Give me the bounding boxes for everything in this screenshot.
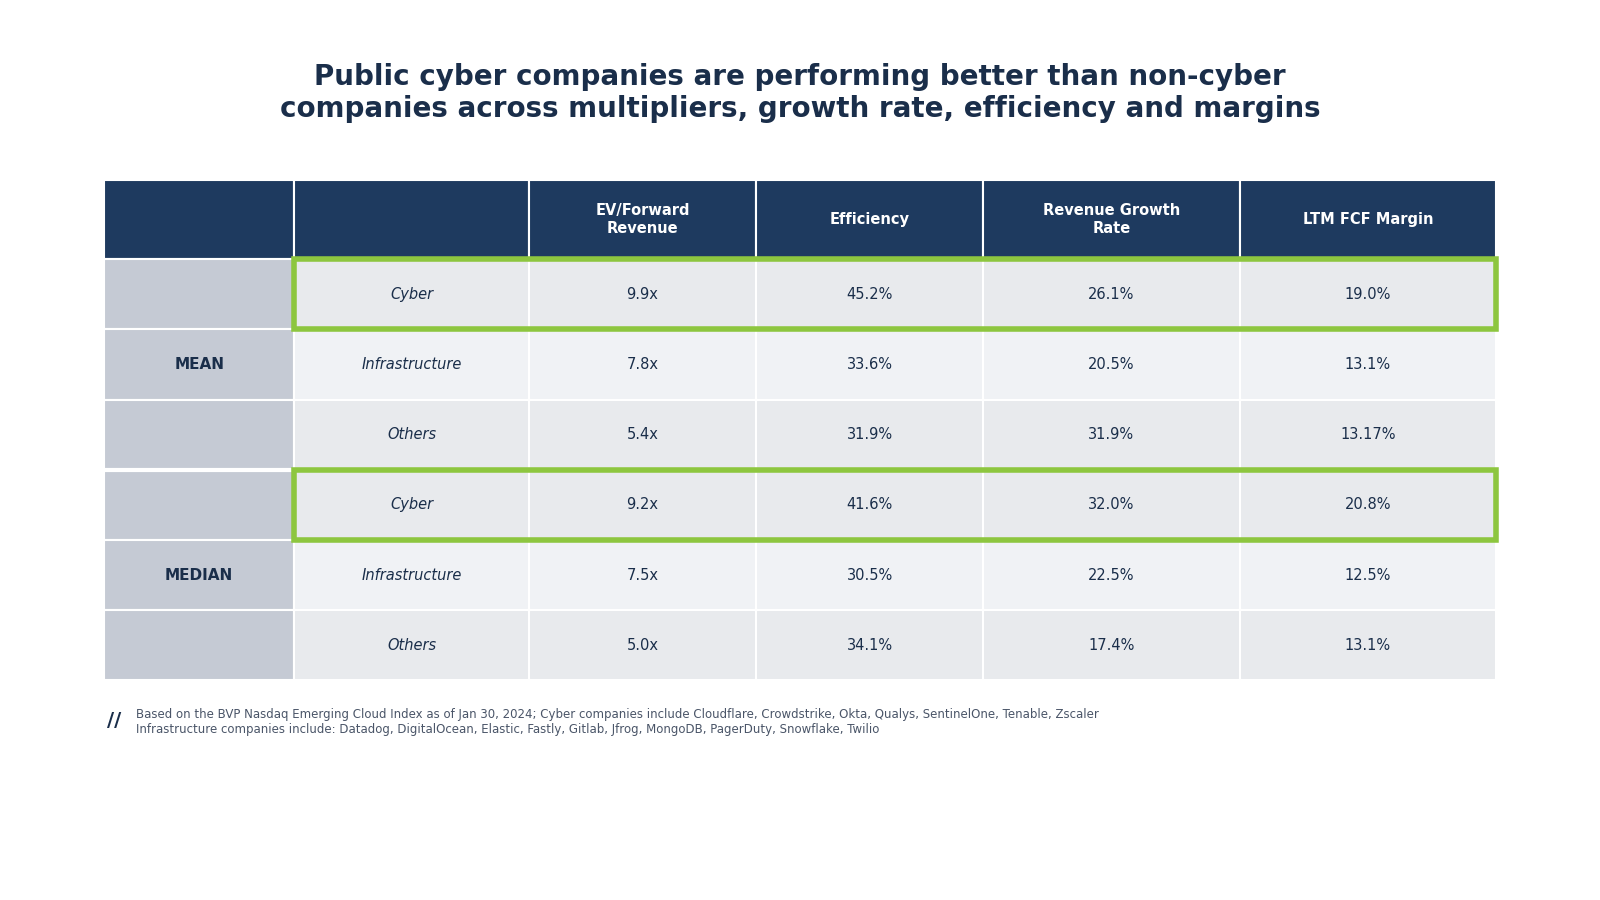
Text: 31.9%: 31.9% <box>1088 428 1134 442</box>
Text: 5.4x: 5.4x <box>627 428 659 442</box>
Text: 30.5%: 30.5% <box>846 568 893 582</box>
Text: LTM FCF Margin: LTM FCF Margin <box>1302 212 1434 227</box>
Text: Infrastructure: Infrastructure <box>362 568 462 582</box>
Text: 13.1%: 13.1% <box>1344 638 1390 652</box>
Text: 19.0%: 19.0% <box>1344 287 1390 302</box>
Text: 31.9%: 31.9% <box>846 428 893 442</box>
Text: MEAN: MEAN <box>174 357 224 372</box>
Text: 7.5x: 7.5x <box>627 568 659 582</box>
Text: Cyber: Cyber <box>390 287 434 302</box>
Text: Infrastructure: Infrastructure <box>362 357 462 372</box>
Text: 13.1%: 13.1% <box>1344 357 1390 372</box>
Text: 13.17%: 13.17% <box>1341 428 1395 442</box>
Text: 22.5%: 22.5% <box>1088 568 1134 582</box>
Text: 5.0x: 5.0x <box>627 638 659 652</box>
Text: 17.4%: 17.4% <box>1088 638 1134 652</box>
Text: EV/Forward
Revenue: EV/Forward Revenue <box>595 203 690 236</box>
Text: 7.8x: 7.8x <box>627 357 659 372</box>
Text: 32.0%: 32.0% <box>1088 498 1134 512</box>
Text: //: // <box>107 711 122 731</box>
Text: 41.6%: 41.6% <box>846 498 893 512</box>
Text: Others: Others <box>387 428 437 442</box>
Text: 12.5%: 12.5% <box>1344 568 1390 582</box>
Text: Infrastructure companies include: Datadog, DigitalOcean, Elastic, Fastly, Gitlab: Infrastructure companies include: Datado… <box>136 724 880 736</box>
Text: MEDIAN: MEDIAN <box>165 568 234 582</box>
Text: Public cyber companies are performing better than non-cyber
companies across mul: Public cyber companies are performing be… <box>280 63 1320 123</box>
Text: 9.9x: 9.9x <box>627 287 659 302</box>
Text: 9.2x: 9.2x <box>627 498 659 512</box>
Text: 33.6%: 33.6% <box>846 357 893 372</box>
Text: Cyber: Cyber <box>390 498 434 512</box>
Text: 34.1%: 34.1% <box>846 638 893 652</box>
Text: Revenue Growth
Rate: Revenue Growth Rate <box>1043 203 1179 236</box>
Text: 45.2%: 45.2% <box>846 287 893 302</box>
Text: Based on the BVP Nasdaq Emerging Cloud Index as of Jan 30, 2024; Cyber companies: Based on the BVP Nasdaq Emerging Cloud I… <box>136 708 1099 721</box>
Text: 26.1%: 26.1% <box>1088 287 1134 302</box>
Text: Others: Others <box>387 638 437 652</box>
Text: 20.8%: 20.8% <box>1344 498 1390 512</box>
Text: 20.5%: 20.5% <box>1088 357 1134 372</box>
Text: Efficiency: Efficiency <box>830 212 909 227</box>
